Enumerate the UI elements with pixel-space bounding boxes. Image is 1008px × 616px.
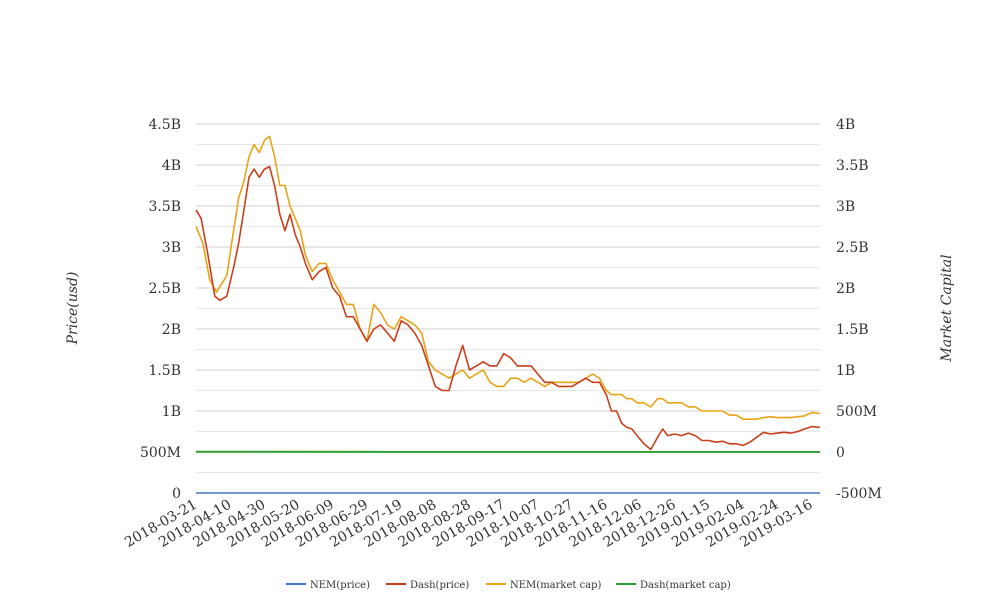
series-line-nem-market-cap — [195, 135, 821, 420]
legend-label: Dash(market cap) — [640, 580, 731, 591]
series-line-dash-price — [195, 165, 821, 451]
grid-lines — [196, 123, 820, 494]
right-tick-label: 0 — [836, 445, 845, 461]
legend: NEM(price) Dash(price) NEM(market cap) Dash… — [286, 580, 731, 591]
right-tick-label: 3.5B — [836, 158, 869, 174]
left-tick-label: 3.5B — [148, 199, 181, 215]
x-axis-tick-labels: 2018-03-212018-04-102018-04-302018-05-20… — [122, 497, 815, 551]
right-axis-title: Market Capital — [939, 254, 955, 362]
legend-label: NEM(market cap) — [510, 580, 602, 591]
series-lines — [195, 135, 821, 494]
right-tick-label: 3B — [836, 199, 855, 215]
right-tick-label: 4B — [836, 117, 855, 133]
left-tick-label: 4B — [162, 158, 181, 174]
left-tick-label: 1B — [162, 404, 181, 420]
legend-label: NEM(price) — [310, 580, 370, 591]
left-tick-label: 4.5B — [148, 117, 181, 133]
left-tick-label: 1.5B — [148, 363, 181, 379]
left-tick-label: 0 — [172, 486, 181, 502]
left-axis-tick-labels: 0 500M 1B 1.5B 2B 2.5B 3B 3.5B 4B 4.5B — [140, 117, 181, 502]
right-tick-label: 500M — [836, 404, 877, 420]
right-tick-label: -500M — [836, 486, 882, 502]
left-tick-label: 3B — [162, 240, 181, 256]
left-tick-label: 500M — [140, 445, 181, 461]
right-tick-label: 1B — [836, 363, 855, 379]
right-tick-label: 1.5B — [836, 322, 869, 338]
left-tick-label: 2.5B — [148, 281, 181, 297]
right-tick-label: 2B — [836, 281, 855, 297]
legend-label: Dash(price) — [410, 580, 469, 591]
left-tick-label: 2B — [162, 322, 181, 338]
right-axis-tick-labels: -500M 0 500M 1B 1.5B 2B 2.5B 3B 3.5B 4B — [836, 117, 882, 502]
left-axis-title: Price(usd) — [65, 272, 81, 346]
right-tick-label: 2.5B — [836, 240, 869, 256]
